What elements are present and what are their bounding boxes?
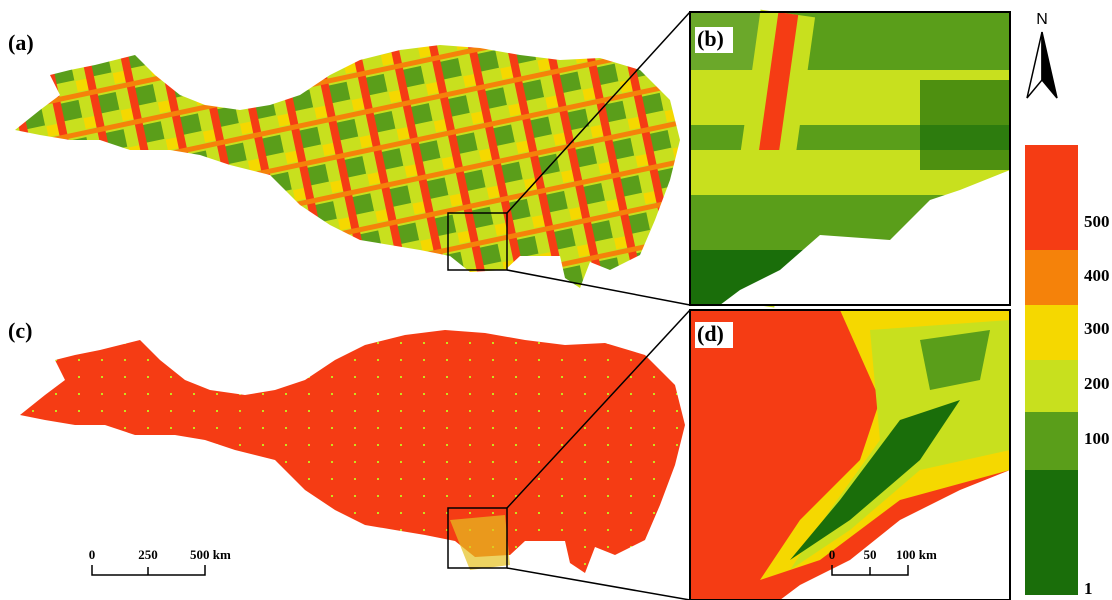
legend-label: 1 [1084,579,1093,598]
legend: 500 400 300 200 100 1 [1025,145,1110,598]
north-arrow [1027,32,1042,98]
panel-label: (b) [697,26,724,51]
scale-label: 0 [89,547,96,562]
legend-label: 200 [1084,374,1110,393]
panel-label: (d) [697,321,724,346]
connector [507,270,690,305]
map-c-detail [450,515,510,570]
connector [507,568,690,600]
panel-label: (c) [8,318,32,343]
legend-label: 300 [1084,319,1110,338]
panel-d [690,310,1010,600]
legend-label: 100 [1084,429,1110,448]
panel-label: (a) [8,30,34,55]
legend-swatch [1025,305,1078,360]
legend-label: 400 [1084,266,1110,285]
legend-label: 500 [1084,212,1110,231]
legend-swatch [1025,470,1078,595]
scale-label: 0 [829,547,836,562]
scale-label: 500 km [190,547,231,562]
legend-swatch [1025,412,1078,470]
north-label: N [1036,11,1048,28]
scale-label: 250 [138,547,158,562]
figure: (a) (b) (c) (d) N 0 250 500 km 0 50 100 … [0,0,1112,600]
north-arrow [1042,32,1057,98]
scale-label: 50 [864,547,877,562]
legend-swatch [1025,360,1078,412]
legend-swatch [1025,250,1078,305]
map-c [20,330,685,573]
panel-b [690,10,1010,308]
scale-label: 100 km [896,547,937,562]
map-a [15,45,680,288]
legend-swatch [1025,145,1078,250]
